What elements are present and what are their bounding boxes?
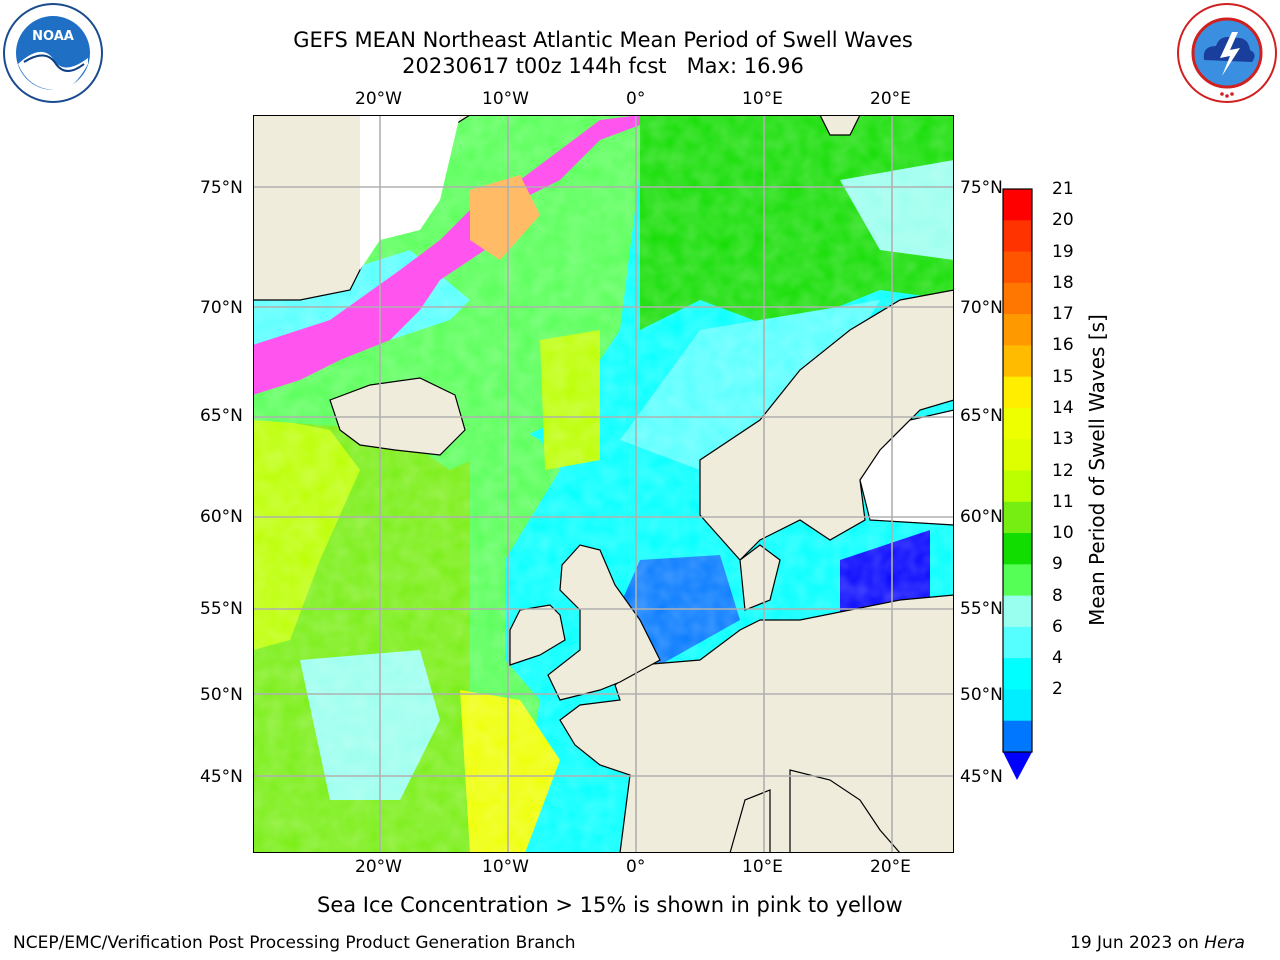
footer-date: 19 Jun 2023 on Hera xyxy=(1070,933,1245,953)
colorbar-tick-label: 14 xyxy=(1052,397,1074,418)
colorbar-segment xyxy=(1003,689,1032,722)
map-subtitle: 20230617 t00z 144h fcst Max: 16.96 xyxy=(402,54,804,78)
colorbar-border xyxy=(1002,188,1033,753)
colorbar-tick-label: 20 xyxy=(1052,210,1074,231)
swell-period-map xyxy=(253,115,954,853)
lon-label-bottom: 10°W xyxy=(482,857,529,877)
lon-label-top: 20°W xyxy=(355,89,402,109)
sea-ice-caption: Sea Ice Concentration > 15% is shown in … xyxy=(317,893,903,917)
colorbar-segment xyxy=(1003,282,1032,315)
lat-label-right: 60°N xyxy=(960,507,1003,527)
noaa-logo: NOAA xyxy=(3,3,103,103)
land-masses xyxy=(253,115,954,853)
colorbar-segment xyxy=(1003,720,1032,753)
graticule xyxy=(253,115,954,853)
colorbar-segment xyxy=(1003,220,1032,253)
noaa-logo-text: NOAA xyxy=(32,29,74,44)
lon-label-bottom: 20°W xyxy=(355,857,402,877)
colorbar-segment xyxy=(1003,345,1032,378)
map-title: GEFS MEAN Northeast Atlantic Mean Period… xyxy=(293,28,913,52)
colorbar-tick-label: 18 xyxy=(1052,272,1074,293)
colorbar-tick-label: 16 xyxy=(1052,335,1074,356)
colorbar-tick-label: 19 xyxy=(1052,241,1074,262)
colorbar-tick-label: 6 xyxy=(1052,616,1063,637)
colorbar-tick-label: 2 xyxy=(1052,679,1063,700)
colorbar-tick-label: 21 xyxy=(1052,179,1074,199)
footer-credit: NCEP/EMC/Verification Post Processing Pr… xyxy=(13,933,576,953)
lat-label-right: 75°N xyxy=(960,178,1003,198)
colorbar-segment xyxy=(1003,439,1032,471)
colorbar-segment xyxy=(1003,470,1032,503)
footer-date-text: 19 Jun 2023 on xyxy=(1070,933,1199,953)
colorbar-tick-label: 10 xyxy=(1052,523,1074,544)
lon-label-bottom: 0° xyxy=(626,857,646,877)
lat-label-right: 50°N xyxy=(960,685,1003,705)
lat-label-right: 55°N xyxy=(960,599,1003,619)
lon-label-top: 0° xyxy=(626,89,646,109)
lon-label-top: 10°E xyxy=(742,89,783,109)
colorbar-tick-label: 12 xyxy=(1052,460,1074,481)
colorbar-tick-label: 9 xyxy=(1052,554,1063,575)
lat-label-left: 70°N xyxy=(200,298,243,318)
lat-label-left: 75°N xyxy=(200,178,243,198)
colorbar-segment xyxy=(1003,251,1032,284)
nws-logo xyxy=(1177,3,1277,103)
colorbar-segment xyxy=(1003,626,1032,659)
lat-label-left: 60°N xyxy=(200,507,243,527)
colorbar-segment xyxy=(1003,407,1032,440)
lon-label-top: 20°E xyxy=(870,89,911,109)
colorbar xyxy=(1002,188,1033,780)
lat-label-left: 45°N xyxy=(200,767,243,787)
colorbar-tick-label: 11 xyxy=(1052,491,1074,512)
colorbar-tick-label: 13 xyxy=(1052,429,1074,450)
lat-label-left: 55°N xyxy=(200,599,243,619)
footer-host: Hera xyxy=(1204,933,1245,953)
lon-label-bottom: 10°E xyxy=(742,857,783,877)
colorbar-segment xyxy=(1003,658,1032,690)
colorbar-tick-label: 4 xyxy=(1052,648,1063,669)
lat-label-right: 45°N xyxy=(960,767,1003,787)
colorbar-segment xyxy=(1003,189,1032,221)
colorbar-segment xyxy=(1003,595,1032,628)
sea-ice xyxy=(253,115,640,395)
lon-label-bottom: 20°E xyxy=(870,857,911,877)
lat-label-left: 65°N xyxy=(200,406,243,426)
colorbar-tick-label: 17 xyxy=(1052,304,1074,325)
colorbar-under-extension xyxy=(1003,752,1032,780)
lat-label-right: 70°N xyxy=(960,298,1003,318)
colorbar-segment xyxy=(1003,501,1032,534)
colorbar-tick-label: 15 xyxy=(1052,366,1074,387)
lat-label-left: 50°N xyxy=(200,685,243,705)
colorbar-segment xyxy=(1003,564,1032,597)
colorbar-tick-label: 8 xyxy=(1052,585,1063,606)
colorbar-segment xyxy=(1003,376,1032,409)
colorbar-segment xyxy=(1003,314,1032,346)
colorbar-segment xyxy=(1003,533,1032,565)
lat-label-right: 65°N xyxy=(960,406,1003,426)
lon-label-top: 10°W xyxy=(482,89,529,109)
colorbar-title: Mean Period of Swell Waves [s] xyxy=(1085,314,1109,626)
